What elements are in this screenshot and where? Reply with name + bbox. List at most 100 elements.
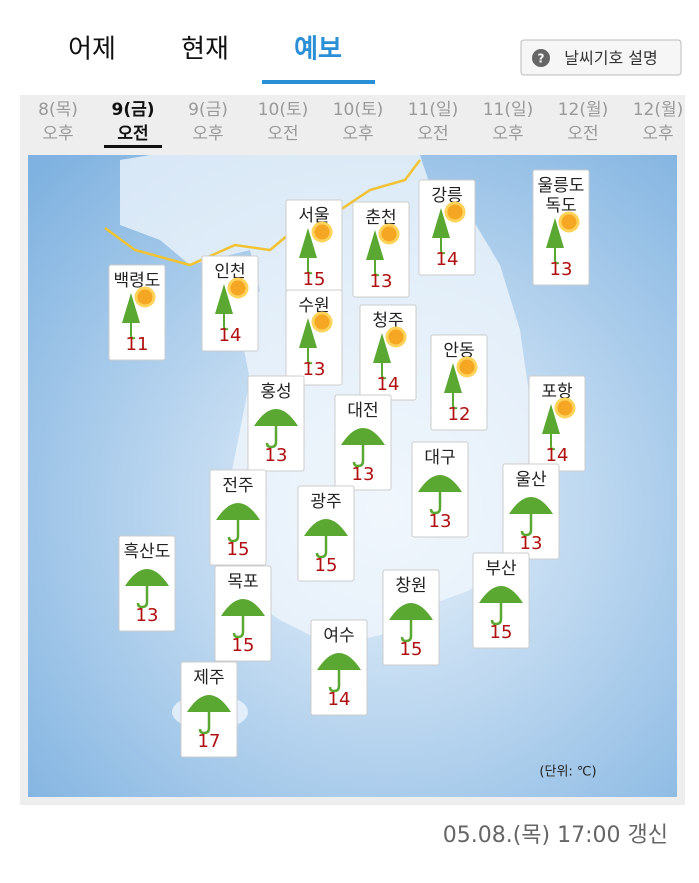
slot-day[interactable]: 10(토)	[258, 100, 309, 120]
slot-period[interactable]: 오전	[117, 124, 148, 144]
city-card: 울릉도 독도 13	[532, 169, 590, 286]
slot-period[interactable]: 오전	[267, 124, 298, 144]
city-name: 울릉도 독도	[538, 176, 585, 216]
city-temp: 14	[219, 325, 242, 346]
umbrella-open	[341, 428, 385, 445]
slot-period[interactable]: 오후	[42, 124, 73, 144]
umbrella-handle	[328, 670, 341, 693]
city-name: 전주	[222, 476, 253, 496]
city-temp: 12	[448, 404, 471, 425]
sun	[378, 223, 400, 245]
tab[interactable]: 예보	[294, 35, 342, 65]
umbrella-folded	[444, 363, 462, 393]
city-temp: 13	[550, 259, 573, 280]
umbrella-handle	[265, 426, 278, 449]
slot-period[interactable]: 오후	[492, 124, 523, 144]
city-name: 안동	[443, 341, 474, 361]
city-name: 울산	[515, 470, 547, 490]
city-temp: 15	[232, 635, 255, 656]
slot-day[interactable]: 11(일)	[408, 100, 459, 120]
slot-day[interactable]: 10(토)	[333, 100, 384, 120]
umbrella-handle	[223, 314, 229, 331]
umbrella-open	[509, 497, 553, 514]
city-card: 전주 15	[209, 469, 267, 566]
city-name: 부산	[485, 559, 517, 579]
city-card: 춘천 13	[352, 201, 410, 298]
umbrella-folded	[373, 333, 391, 363]
umbrella-folded	[546, 218, 564, 248]
city-name: 대전	[347, 401, 378, 421]
slot-period[interactable]: 오후	[642, 124, 673, 144]
umbrella-handle	[490, 603, 503, 626]
city-card: 백령도 11	[108, 264, 166, 361]
umbrella-open	[216, 503, 260, 520]
slot-period[interactable]: 오후	[192, 124, 223, 144]
city-name: 목포	[227, 572, 258, 592]
city-name: 대구	[424, 448, 455, 468]
svg-text:?: ?	[538, 52, 545, 66]
sun	[227, 277, 249, 299]
umbrella-handle	[198, 712, 211, 735]
city-card: 강릉 14	[418, 179, 476, 276]
umbrella-folded	[122, 293, 140, 323]
slot-day[interactable]: 12(월)	[633, 100, 684, 120]
umbrella-handle	[429, 492, 442, 515]
updated-label: 05.08.(목) 17:00 갱신	[443, 823, 668, 848]
umbrella-handle	[440, 238, 446, 255]
umbrella-open	[389, 603, 433, 620]
tab[interactable]: 현재	[181, 35, 229, 65]
umbrella-open	[304, 519, 348, 536]
sun	[311, 221, 333, 243]
city-temp: 13	[429, 511, 452, 532]
slot-day[interactable]: 8(목)	[38, 100, 78, 120]
city-temp: 13	[265, 445, 288, 466]
city-temp: 13	[352, 464, 375, 485]
city-card: 서울 15	[285, 199, 343, 296]
border-line	[104, 159, 421, 267]
city-temp: 13	[520, 533, 543, 554]
city-temp: 14	[377, 374, 400, 395]
umbrella-folded	[432, 208, 450, 238]
city-card: 안동 12	[430, 334, 488, 431]
city-temp: 15	[315, 555, 338, 576]
city-card: 여수 14	[310, 619, 368, 716]
umbrella-handle	[307, 258, 313, 275]
slot-period[interactable]: 오후	[342, 124, 373, 144]
slot-day[interactable]: 11(일)	[483, 100, 534, 120]
city-temp: 14	[328, 689, 351, 710]
umbrella-open	[317, 653, 361, 670]
umbrella-handle	[381, 363, 387, 380]
umbrella-open	[125, 569, 169, 586]
city-card: 제주 17	[180, 661, 238, 758]
umbrella-handle	[307, 348, 313, 365]
city-name: 춘천	[365, 208, 396, 228]
slot-day[interactable]: 9(금)	[188, 100, 228, 120]
city-card: 대전 13	[334, 394, 392, 491]
city-name: 여수	[323, 626, 354, 646]
slot-day[interactable]: 12(월)	[558, 100, 609, 120]
slot-period[interactable]: 오전	[567, 124, 598, 144]
umbrella-handle	[520, 514, 533, 537]
slot-day[interactable]: 9(금)	[111, 100, 154, 120]
help-button[interactable]: ? 날씨기호 설명	[520, 39, 682, 76]
city-name: 흑산도	[124, 542, 171, 562]
umbrella-folded	[299, 228, 317, 258]
sun	[134, 286, 156, 308]
city-card: 광주 15	[297, 485, 355, 582]
umbrella-handle	[374, 260, 380, 277]
sun	[385, 326, 407, 348]
umbrella-handle	[136, 586, 149, 609]
city-temp: 15	[303, 269, 326, 290]
city-card: 홍성 13	[247, 375, 305, 472]
umbrella-handle	[554, 248, 560, 265]
umbrella-handle	[315, 536, 328, 559]
umbrella-folded	[366, 230, 384, 260]
city-temp: 15	[227, 539, 250, 560]
tab[interactable]: 어제	[68, 35, 116, 65]
city-card: 흑산도 13	[118, 535, 176, 632]
city-name: 제주	[193, 668, 224, 688]
city-name: 광주	[310, 492, 341, 512]
city-card: 대구 13	[411, 441, 469, 538]
slot-period[interactable]: 오전	[417, 124, 448, 144]
